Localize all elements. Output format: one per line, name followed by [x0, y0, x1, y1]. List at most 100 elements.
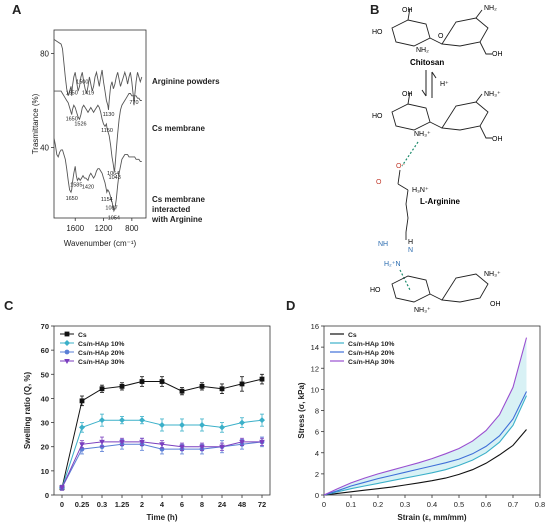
group-oh-1: OH	[402, 7, 413, 14]
y-tick-label-7: 70	[41, 322, 49, 331]
stress-series-line-3	[323, 337, 528, 496]
group-h2n: H₂⁺N	[384, 261, 401, 268]
data-point-1-5	[159, 421, 165, 428]
data-point-3-2	[99, 439, 105, 445]
y-tick-label-0: 80	[40, 50, 49, 59]
group-oh-3: OH	[402, 91, 413, 98]
series-annotation-0: Arginine powders	[152, 77, 220, 86]
peak-label-15: 1054	[108, 216, 120, 222]
equilibrium-arrows	[421, 70, 437, 98]
data-point-0-7	[199, 383, 205, 389]
data-point-3-10	[259, 439, 265, 445]
y-tick-label-7: 14	[311, 343, 319, 352]
panel-a-label: A	[12, 2, 22, 17]
panel-d-label: D	[286, 298, 296, 313]
y-tick-label-1: 40	[40, 144, 49, 153]
stress-series-line-2	[323, 391, 527, 496]
legend-marker-0	[64, 331, 70, 337]
x-tick-label-1: 0.25	[75, 500, 90, 509]
chitosan-label: Chitosan	[410, 58, 444, 67]
x-tick-label-8: 24	[218, 500, 227, 509]
chitosan-protonated-bottom: HO NH₃⁺ NH₃⁺ OH	[370, 271, 501, 314]
y-tick-label-5: 50	[41, 370, 49, 379]
panel-c-swelling-chart: 0 0.25 0.3 1.25 2 4 6 8 24 48 72010203040506070Tim…	[23, 322, 271, 522]
data-point-3-0	[59, 485, 65, 491]
x-tick-label-2: 0.2	[373, 500, 383, 509]
y-tick-label-4: 40	[41, 394, 49, 403]
group-nh3-4: NH₃⁺	[484, 271, 501, 278]
x-tick-label-7: 8	[200, 500, 204, 509]
chitosan-protonated-middle	[391, 91, 492, 139]
ftir-series-line-0	[53, 39, 143, 110]
x-tick-label-2: 800	[125, 224, 139, 233]
legend-label-2: Cs/n-HAp 20%	[348, 350, 394, 357]
group-nh3-2: NH₃⁺	[484, 91, 501, 98]
panel-a-ftir-chart: 1600 1200 800 80 40 Wavenumber (cm⁻¹) Trasmitt…	[31, 29, 220, 248]
peak-label-5: 1650	[66, 116, 78, 122]
data-point-3-8	[219, 444, 225, 450]
ftir-series-line-2	[53, 138, 142, 213]
group-ho-2: HO	[372, 113, 383, 120]
x-tick-label-4: 0.4	[427, 500, 437, 509]
x-tick-label-4: 2	[140, 500, 144, 509]
data-point-3-9	[239, 439, 245, 445]
data-point-3-5	[159, 442, 165, 448]
peak-label-2: 1419	[82, 90, 94, 96]
y-tick-label-0: 0	[315, 491, 319, 500]
data-point-3-7	[199, 444, 205, 450]
group-nh3-3: NH₃⁺	[414, 307, 431, 314]
group-nh3-1: NH₃⁺	[414, 131, 431, 138]
peak-label-12: 1420	[82, 184, 94, 190]
x-tick-label-6: 0.6	[481, 500, 491, 509]
group-h: H	[408, 239, 413, 246]
data-point-1-8	[219, 424, 225, 431]
data-point-3-3	[119, 439, 125, 445]
group-o-2: O	[376, 179, 382, 186]
x-tick-label-3: 0.3	[400, 500, 410, 509]
variance-band	[324, 337, 527, 495]
y-tick-label-2: 20	[41, 443, 49, 452]
legend-label-2: Cs/n-HAp 20%	[78, 350, 124, 357]
peak-label-3: 1130	[103, 112, 115, 118]
data-point-1-4	[139, 417, 145, 424]
data-point-3-1	[79, 442, 85, 448]
data-point-3-6	[179, 444, 185, 450]
data-point-1-9	[239, 419, 245, 426]
y-tick-label-4: 8	[315, 407, 319, 416]
legend-label-3: Cs/n-HAp 30%	[78, 359, 124, 366]
x-axis-label: Strain (ε, mm/mm)	[397, 513, 466, 522]
group-o-minus: O⁻	[396, 163, 405, 170]
data-point-0-8	[219, 386, 225, 392]
group-oh-4: OH	[492, 136, 503, 143]
y-axis-label: Trasmittance (%)	[31, 93, 40, 154]
legend-label-0: Cs	[78, 332, 87, 339]
legend-marker-1	[64, 340, 70, 346]
stress-series-line-1	[323, 395, 528, 496]
hbond-line-top	[401, 141, 419, 167]
peak-label-0: 1650	[66, 90, 78, 96]
series-annotation-1: Cs membrane	[152, 124, 205, 133]
peak-label-14: 1087	[105, 206, 117, 212]
y-tick-label-6: 60	[41, 346, 49, 355]
legend-label-3: Cs/n-HAp 30%	[348, 359, 394, 366]
x-tick-label-3: 1.25	[115, 500, 130, 509]
group-nh: NH	[378, 241, 388, 248]
group-n: N	[408, 247, 413, 254]
x-tick-label-9: 48	[238, 500, 246, 509]
data-point-1-6	[179, 421, 185, 428]
x-tick-label-5: 0.5	[454, 500, 464, 509]
arginine-molecule	[397, 169, 409, 240]
data-point-1-1	[79, 424, 85, 431]
y-tick-label-5: 10	[311, 385, 319, 394]
data-point-1-7	[199, 421, 205, 428]
y-tick-label-1: 10	[41, 467, 49, 476]
hplus-label: H⁺	[440, 81, 449, 88]
peak-label-7: 1150	[101, 128, 113, 134]
x-tick-label-0: 0	[322, 500, 326, 509]
y-tick-label-2: 4	[315, 449, 319, 458]
data-point-3-4	[139, 439, 145, 445]
group-oh-5: OH	[490, 301, 501, 308]
y-tick-label-3: 30	[41, 419, 49, 428]
data-point-0-4	[139, 379, 145, 384]
y-tick-label-3: 6	[315, 428, 319, 437]
